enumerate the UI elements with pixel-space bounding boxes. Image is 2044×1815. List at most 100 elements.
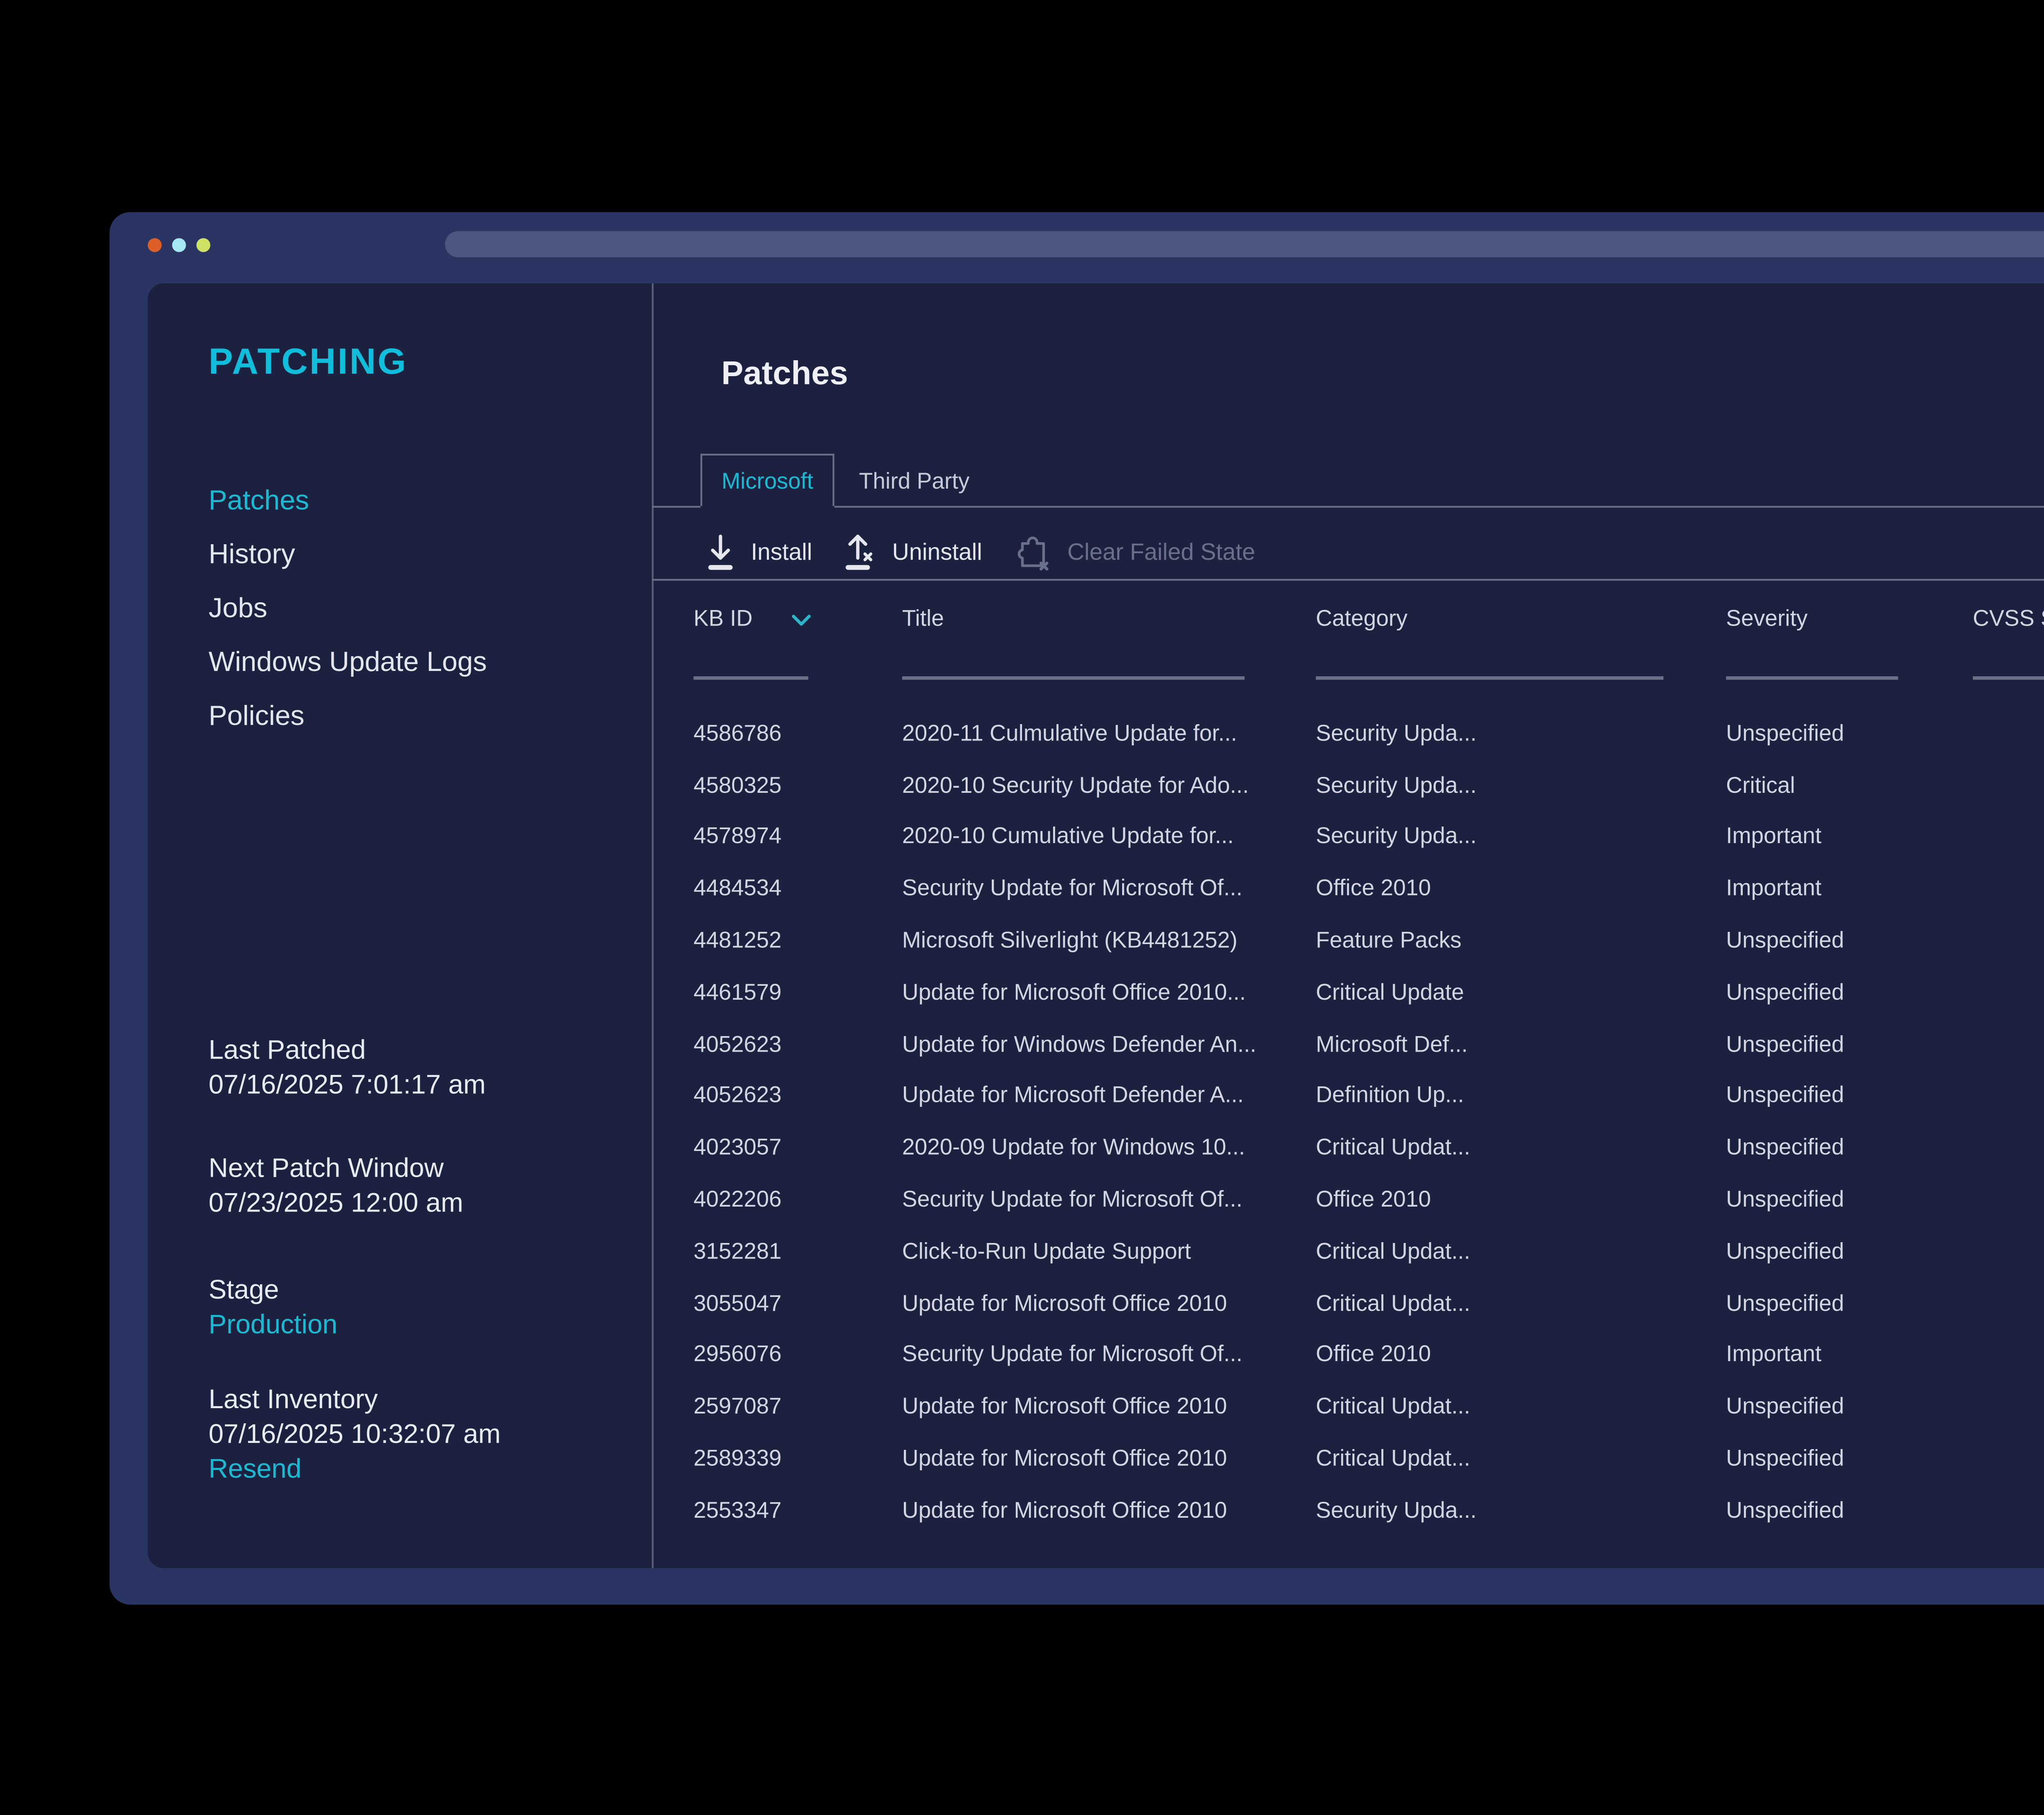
header-underline xyxy=(1726,676,1973,680)
content-panel: PATCHING Patches History Jobs Windows Updat… xyxy=(148,283,2044,1568)
cell-title: Update for Microsoft Office 2010 xyxy=(902,1289,1227,1316)
cell-category: Office 2010 xyxy=(1316,1341,1431,1367)
window-close-dot[interactable] xyxy=(148,238,162,252)
window-maximize-dot[interactable] xyxy=(196,238,211,252)
cell-title: Update for Microsoft Office 2010 xyxy=(902,1393,1227,1419)
cell-category: Critical Updat... xyxy=(1316,1393,1470,1419)
cell-severity: Unspecified xyxy=(1726,927,1845,953)
cell-category: Microsoft Def... xyxy=(1316,1030,1468,1057)
info-label: Last Patched xyxy=(208,1036,366,1066)
cell-title: Security Update for Microsoft Of... xyxy=(902,1341,1243,1367)
column-header-severity[interactable]: Severity xyxy=(1726,605,1973,631)
table-row[interactable]: 4586786 2020-11 Culmulative Update for...… xyxy=(694,707,2044,758)
column-header-kb-id[interactable]: KB ID xyxy=(694,605,902,631)
table-row[interactable]: 4580325 2020-10 Security Update for Ado..… xyxy=(694,758,2044,810)
sidebar-item-jobs[interactable]: Jobs xyxy=(208,595,267,624)
cell-category: Office 2010 xyxy=(1316,875,1431,901)
cell-kb-id: 2589339 xyxy=(693,1445,782,1471)
table-row[interactable]: 4052623 Update for Microsoft Defender A..… xyxy=(694,1069,2044,1121)
toolbar-rule xyxy=(652,579,2044,581)
table-row[interactable]: 2589339 Update for Microsoft Office 2010 C… xyxy=(694,1432,2044,1484)
header-underline xyxy=(693,676,902,680)
resend-link[interactable]: Resend xyxy=(208,1455,302,1485)
info-block-last-patched: Last Patched 07/16/2025 7:01:17 am xyxy=(208,1034,643,1104)
cell-severity: Important xyxy=(1726,875,1822,901)
uninstall-button[interactable]: Uninstall xyxy=(842,529,982,573)
cell-title: Security Update for Microsoft Of... xyxy=(902,875,1243,901)
column-header-label: Severity xyxy=(1726,605,1808,631)
page-title: Patches xyxy=(721,356,848,393)
cell-title: Update for Microsoft Office 2010 xyxy=(902,1445,1227,1471)
cell-kb-id: 4052623 xyxy=(693,1082,782,1108)
cell-title: 2020-11 Culmulative Update for... xyxy=(902,719,1237,746)
table-row[interactable]: 4481252 Microsoft Silverlight (KB4481252)… xyxy=(694,914,2044,966)
cell-title: 2020-09 Update for Windows 10... xyxy=(902,1134,1245,1160)
table-row[interactable]: 4578974 2020-10 Cumulative Update for... S… xyxy=(694,810,2044,862)
window-minimize-dot[interactable] xyxy=(172,238,186,252)
sidebar-item-history[interactable]: History xyxy=(208,541,295,570)
sidebar-item-policies[interactable]: Policies xyxy=(208,702,305,732)
cell-severity: Unspecified xyxy=(1726,1237,1845,1264)
info-value: 07/16/2025 7:01:17 am xyxy=(208,1071,486,1101)
column-header-title[interactable]: Title xyxy=(902,605,1316,631)
info-value[interactable]: Production xyxy=(208,1310,338,1341)
header-underline xyxy=(902,676,1316,680)
cell-category: Critical Updat... xyxy=(1316,1134,1470,1160)
install-button[interactable]: Install xyxy=(702,529,812,573)
column-header-label: Title xyxy=(902,605,944,631)
cell-category: Critical Updat... xyxy=(1316,1445,1470,1471)
info-label: Next Patch Window xyxy=(208,1154,444,1184)
cell-kb-id: 4578974 xyxy=(693,823,782,849)
info-label: Last Inventory xyxy=(208,1385,378,1416)
sidebar-divider xyxy=(652,283,654,1568)
clear-failed-state-button: Clear Failed State xyxy=(1012,529,1255,573)
cell-kb-id: 4461579 xyxy=(693,978,782,1005)
cell-category: Feature Packs xyxy=(1316,927,1462,953)
cell-title: Update for Microsoft Office 2010... xyxy=(902,978,1246,1005)
tab-third-party[interactable]: Third Party xyxy=(859,467,970,493)
table-row[interactable]: 2553347 Update for Microsoft Office 2010 S… xyxy=(694,1484,2044,1536)
table-header-underlines xyxy=(693,676,2044,680)
cell-kb-id: 2956076 xyxy=(693,1341,782,1367)
cell-severity: Unspecified xyxy=(1726,1186,1845,1212)
cell-severity: Unspecified xyxy=(1726,1289,1845,1316)
cell-severity: Unspecified xyxy=(1726,719,1845,746)
cell-severity: Unspecified xyxy=(1726,1496,1845,1523)
cell-title: 2020-10 Security Update for Ado... xyxy=(902,771,1249,798)
cell-category: Critical Updat... xyxy=(1316,1289,1470,1316)
table-row[interactable]: 4484534 Security Update for Microsoft Of.… xyxy=(694,862,2044,914)
cell-title: Click-to-Run Update Support xyxy=(902,1237,1191,1264)
table-body: 4586786 2020-11 Culmulative Update for...… xyxy=(694,707,2044,1535)
table-row[interactable]: 4052623 Update for Windows Defender An...… xyxy=(694,1018,2044,1070)
cell-severity: Unspecified xyxy=(1726,978,1845,1005)
table-row[interactable]: 4461579 Update for Microsoft Office 2010.… xyxy=(694,966,2044,1018)
toolbar: Install Uninstall Clear Failed State xyxy=(702,525,1285,577)
toolbar-button-label: Install xyxy=(751,538,812,564)
info-label: Stage xyxy=(208,1276,279,1306)
info-value: 07/23/2025 12:00 am xyxy=(208,1189,464,1219)
column-header-category[interactable]: Category xyxy=(1316,605,1726,631)
table-row[interactable]: 4023057 2020-09 Update for Windows 10... C… xyxy=(694,1121,2044,1173)
table-row[interactable]: 3055047 Update for Microsoft Office 2010 C… xyxy=(694,1277,2044,1328)
header-underline xyxy=(1972,676,2044,680)
toolbar-button-label: Uninstall xyxy=(892,538,982,564)
column-header-cvss-score[interactable]: CVSS Score xyxy=(1973,605,2044,631)
table-row[interactable]: 2956076 Security Update for Microsoft Of.… xyxy=(694,1328,2044,1380)
cell-category: Office 2010 xyxy=(1316,1186,1431,1212)
cell-severity: Unspecified xyxy=(1726,1445,1845,1471)
sidebar-item-windows-update-logs[interactable]: Windows Update Logs xyxy=(208,648,487,678)
tab-microsoft[interactable]: Microsoft xyxy=(700,453,834,506)
table-row[interactable]: 4022206 Security Update for Microsoft Of.… xyxy=(694,1173,2044,1225)
sidebar-item-patches[interactable]: Patches xyxy=(208,487,309,516)
cell-category: Critical Updat... xyxy=(1316,1237,1470,1264)
cell-title: Update for Microsoft Office 2010 xyxy=(902,1496,1227,1523)
table-row[interactable]: 3152281 Click-to-Run Update Support Critic… xyxy=(694,1225,2044,1277)
cell-category: Critical Update xyxy=(1316,978,1464,1005)
table-row[interactable]: 2597087 Update for Microsoft Office 2010 C… xyxy=(694,1380,2044,1432)
address-bar[interactable] xyxy=(445,231,2044,258)
cell-severity: Critical xyxy=(1726,771,1795,798)
cell-kb-id: 4586786 xyxy=(693,719,782,746)
cell-title: Update for Microsoft Defender A... xyxy=(902,1082,1244,1108)
app-logo: PATCHING xyxy=(208,342,408,383)
